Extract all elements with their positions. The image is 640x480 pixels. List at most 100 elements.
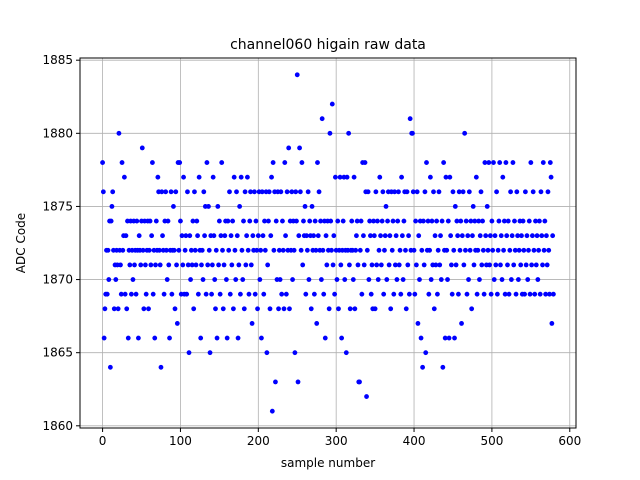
point: [143, 262, 148, 268]
point: [526, 218, 532, 224]
point: [155, 174, 161, 180]
point: [174, 262, 179, 268]
point: [312, 218, 318, 224]
point: [459, 233, 465, 239]
point: [188, 247, 194, 253]
point: [124, 306, 130, 312]
point: [474, 291, 480, 297]
point: [249, 321, 255, 326]
point: [498, 262, 503, 268]
point: [159, 189, 165, 195]
point: [365, 189, 371, 195]
point: [530, 189, 536, 195]
point: [320, 247, 326, 253]
point: [537, 291, 543, 297]
point: [184, 291, 190, 297]
x-tick-label: 300: [325, 434, 348, 448]
point: [499, 277, 505, 282]
point: [166, 262, 172, 268]
point: [212, 277, 218, 282]
point: [221, 262, 227, 268]
point: [202, 233, 207, 239]
point: [366, 277, 372, 282]
point: [269, 174, 274, 180]
point: [270, 160, 276, 165]
point: [309, 204, 315, 209]
point: [173, 189, 179, 195]
point: [118, 262, 123, 268]
point: [264, 350, 270, 356]
point: [477, 277, 482, 282]
point: [403, 306, 409, 312]
point: [491, 160, 496, 165]
x-axis-label: sample number: [281, 456, 375, 470]
point: [111, 306, 117, 312]
point: [336, 306, 341, 312]
point: [471, 262, 477, 268]
point: [297, 145, 302, 151]
point: [306, 277, 312, 282]
point: [122, 291, 128, 297]
point: [125, 335, 131, 341]
point: [255, 306, 260, 312]
point: [515, 277, 521, 282]
point: [119, 160, 125, 165]
point: [287, 306, 292, 312]
point: [178, 218, 183, 224]
point: [183, 233, 189, 239]
point: [292, 350, 298, 356]
point: [216, 262, 221, 268]
point: [384, 277, 390, 282]
point: [464, 291, 470, 297]
point: [185, 262, 191, 268]
point: [254, 247, 260, 253]
point: [399, 233, 405, 239]
point: [353, 247, 359, 253]
point: [268, 233, 274, 239]
point: [337, 174, 343, 180]
point: [375, 277, 381, 282]
point: [299, 160, 305, 165]
point: [278, 189, 284, 195]
point: [388, 306, 394, 312]
point: [203, 291, 209, 297]
point: [204, 160, 210, 165]
point: [164, 277, 170, 282]
point: [550, 233, 556, 239]
point: [478, 189, 484, 195]
point: [228, 233, 234, 239]
point: [237, 204, 243, 209]
axes-frame: [79, 57, 577, 429]
point: [331, 233, 337, 239]
point: [528, 160, 534, 165]
point: [543, 291, 549, 297]
point: [290, 277, 295, 282]
point: [338, 262, 344, 268]
point: [449, 291, 455, 297]
point: [262, 247, 268, 253]
point: [447, 174, 453, 180]
point: [352, 306, 358, 312]
point: [218, 233, 224, 239]
point: [422, 189, 428, 195]
point: [301, 218, 306, 224]
point: [311, 233, 316, 239]
y-tick-label: 1860: [42, 419, 73, 433]
point: [479, 262, 485, 268]
point: [487, 233, 493, 239]
point: [172, 306, 178, 312]
point: [501, 218, 507, 224]
point: [349, 218, 355, 224]
point: [339, 335, 345, 341]
point: [475, 247, 481, 253]
point: [115, 306, 121, 312]
point: [273, 218, 279, 224]
point: [394, 277, 400, 282]
point: [181, 174, 186, 180]
point: [276, 247, 282, 253]
point: [273, 379, 278, 385]
point: [484, 204, 490, 209]
point: [481, 291, 487, 297]
point: [382, 233, 388, 239]
point: [319, 116, 325, 122]
